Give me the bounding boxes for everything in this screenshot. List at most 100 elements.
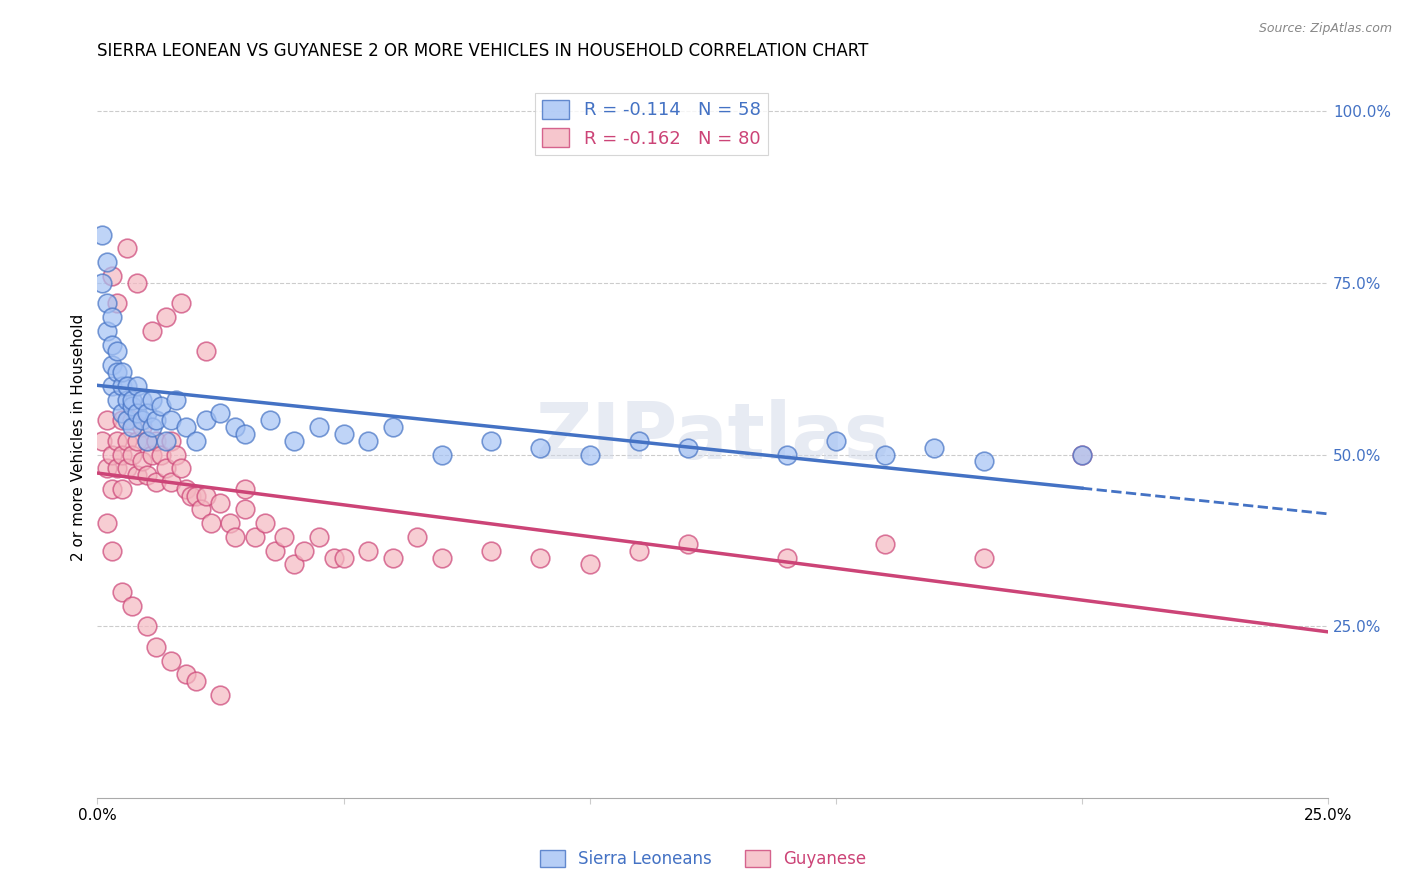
Point: [479, 543, 502, 558]
Point: [873, 448, 896, 462]
Point: [194, 489, 217, 503]
Point: [111, 482, 134, 496]
Point: [578, 448, 600, 462]
Point: [219, 516, 242, 531]
Point: [150, 448, 173, 462]
Point: [141, 448, 163, 462]
Point: [160, 475, 183, 489]
Point: [170, 461, 193, 475]
Point: [105, 365, 128, 379]
Point: [273, 530, 295, 544]
Point: [190, 502, 212, 516]
Point: [96, 324, 118, 338]
Point: [233, 482, 256, 496]
Point: [1071, 448, 1094, 462]
Point: [381, 550, 404, 565]
Point: [160, 654, 183, 668]
Point: [308, 530, 330, 544]
Point: [125, 406, 148, 420]
Point: [529, 550, 551, 565]
Point: [209, 688, 232, 702]
Point: [224, 420, 246, 434]
Point: [873, 537, 896, 551]
Point: [135, 619, 157, 633]
Point: [430, 448, 453, 462]
Point: [283, 434, 305, 448]
Point: [125, 276, 148, 290]
Point: [308, 420, 330, 434]
Point: [160, 413, 183, 427]
Point: [121, 599, 143, 613]
Point: [973, 550, 995, 565]
Point: [105, 392, 128, 407]
Point: [91, 434, 114, 448]
Point: [627, 434, 650, 448]
Point: [209, 495, 232, 509]
Point: [332, 550, 354, 565]
Point: [200, 516, 222, 531]
Point: [111, 413, 134, 427]
Point: [105, 461, 128, 475]
Point: [145, 413, 167, 427]
Point: [145, 475, 167, 489]
Point: [150, 400, 173, 414]
Point: [96, 296, 118, 310]
Point: [381, 420, 404, 434]
Point: [194, 344, 217, 359]
Point: [101, 358, 124, 372]
Point: [115, 241, 138, 255]
Point: [973, 454, 995, 468]
Point: [145, 640, 167, 654]
Legend: R = -0.114   N = 58, R = -0.162   N = 80: R = -0.114 N = 58, R = -0.162 N = 80: [534, 93, 768, 155]
Point: [135, 406, 157, 420]
Point: [121, 420, 143, 434]
Point: [105, 296, 128, 310]
Point: [165, 392, 187, 407]
Point: [479, 434, 502, 448]
Point: [96, 516, 118, 531]
Text: ZIPatlas: ZIPatlas: [536, 400, 890, 475]
Point: [922, 441, 945, 455]
Text: SIERRA LEONEAN VS GUYANESE 2 OR MORE VEHICLES IN HOUSEHOLD CORRELATION CHART: SIERRA LEONEAN VS GUYANESE 2 OR MORE VEH…: [97, 42, 869, 60]
Point: [824, 434, 846, 448]
Point: [155, 310, 177, 324]
Point: [105, 344, 128, 359]
Point: [91, 276, 114, 290]
Point: [224, 530, 246, 544]
Point: [145, 434, 167, 448]
Point: [121, 413, 143, 427]
Point: [121, 400, 143, 414]
Point: [125, 379, 148, 393]
Point: [121, 392, 143, 407]
Point: [131, 420, 153, 434]
Point: [259, 413, 281, 427]
Point: [253, 516, 276, 531]
Point: [406, 530, 429, 544]
Point: [111, 379, 134, 393]
Point: [357, 543, 380, 558]
Point: [111, 585, 134, 599]
Point: [141, 392, 163, 407]
Point: [141, 420, 163, 434]
Point: [184, 674, 207, 689]
Point: [101, 482, 124, 496]
Point: [115, 434, 138, 448]
Point: [174, 667, 197, 681]
Point: [180, 489, 202, 503]
Point: [155, 461, 177, 475]
Point: [121, 448, 143, 462]
Point: [243, 530, 266, 544]
Point: [209, 406, 232, 420]
Point: [775, 550, 797, 565]
Point: [115, 413, 138, 427]
Point: [135, 468, 157, 483]
Point: [174, 482, 197, 496]
Point: [101, 448, 124, 462]
Point: [263, 543, 285, 558]
Point: [160, 434, 183, 448]
Point: [131, 392, 153, 407]
Point: [233, 502, 256, 516]
Point: [101, 310, 124, 324]
Point: [184, 434, 207, 448]
Point: [91, 227, 114, 242]
